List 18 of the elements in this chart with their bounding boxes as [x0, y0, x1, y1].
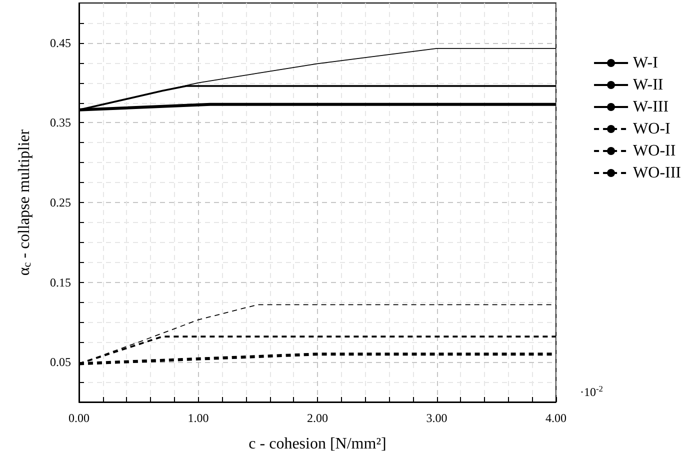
x-axis-title: c - cohesion [N/mm²] — [248, 436, 386, 452]
legend-label: W-II — [633, 76, 664, 94]
y-tick-label: 0.35 — [50, 116, 71, 130]
x-tick-label: 3.00 — [426, 411, 448, 425]
legend-label: WO-III — [633, 164, 681, 182]
legend-label: WO-II — [633, 142, 676, 160]
legend-label: WO-I — [633, 120, 670, 138]
y-tick-label: 0.05 — [50, 355, 71, 370]
x-tick-label: 2.00 — [307, 411, 328, 425]
legend-label: W-III — [633, 98, 669, 116]
legend-label: W-I — [633, 54, 658, 72]
x-tick-label: 1.00 — [188, 411, 209, 425]
x-tick-label: 0.00 — [68, 411, 90, 425]
x-tick-label: 4.00 — [546, 411, 566, 425]
y-tick-label: 0.15 — [50, 275, 71, 290]
y-axis-title: αc - collapse multiplier — [16, 128, 34, 276]
y-tick-label: 0.25 — [50, 196, 71, 210]
y-tick-label: 0.45 — [50, 36, 71, 50]
